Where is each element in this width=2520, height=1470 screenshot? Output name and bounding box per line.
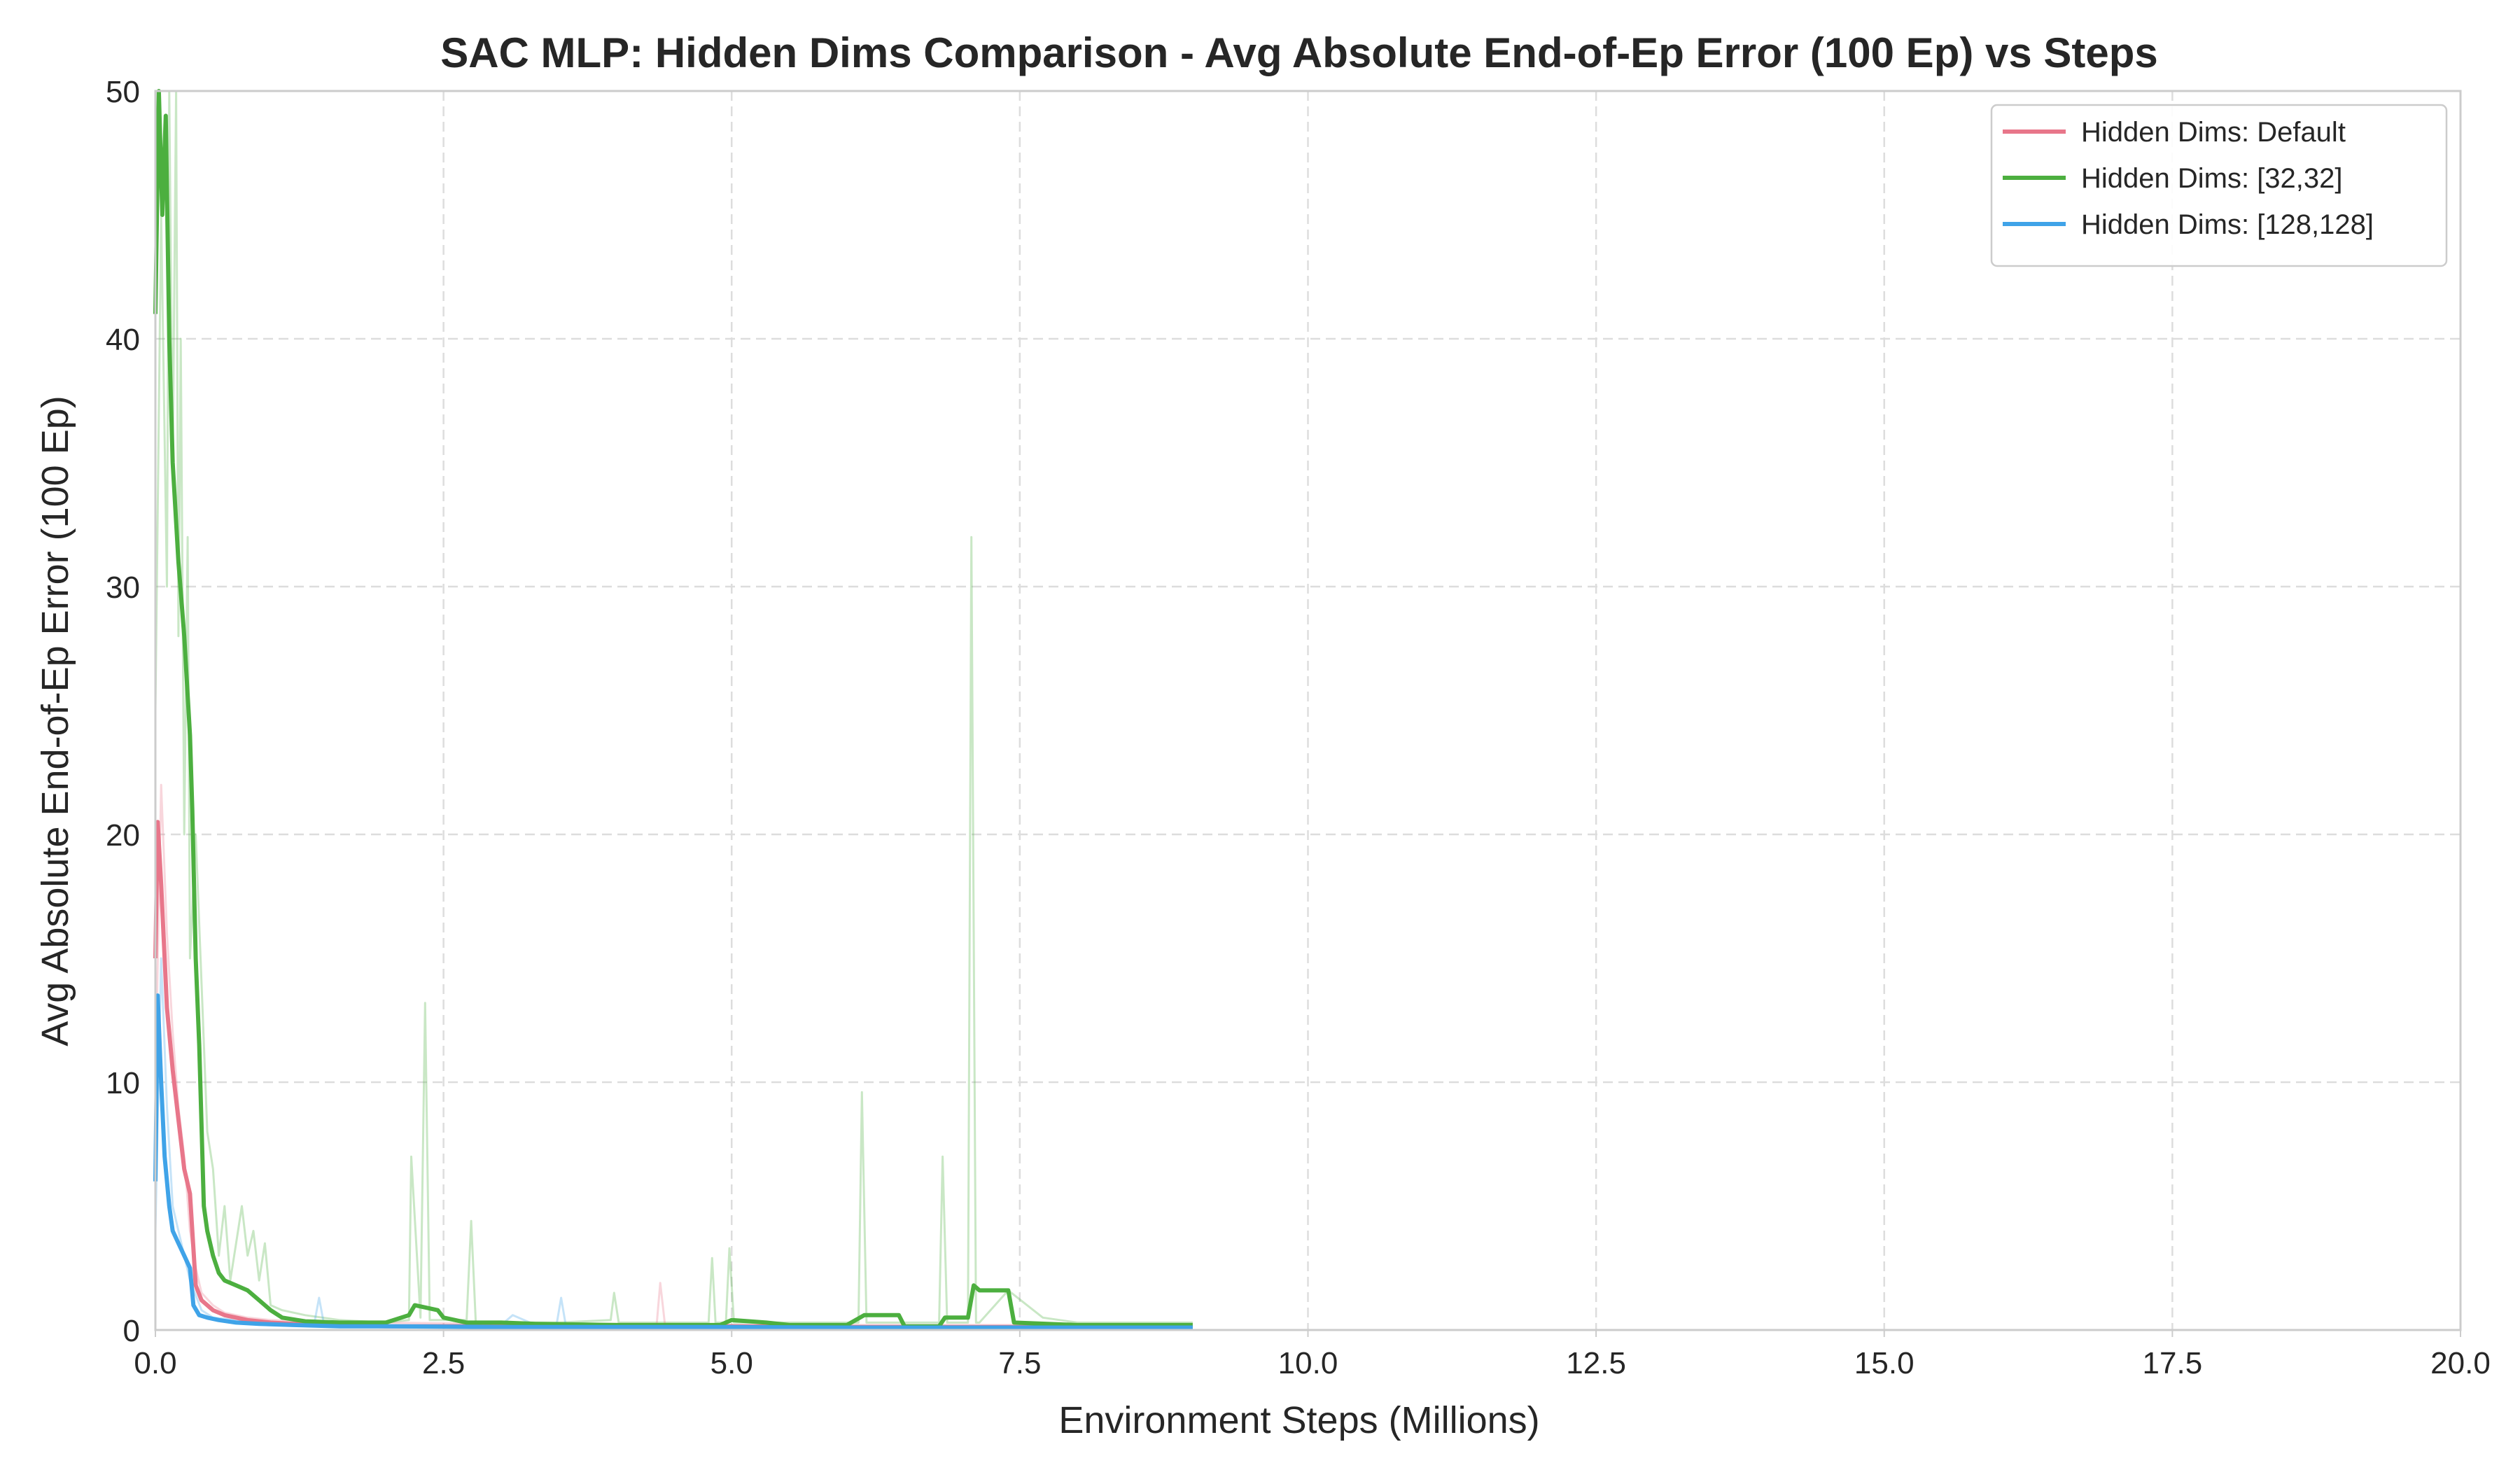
x-tick-label: 15.0	[1854, 1346, 1914, 1380]
legend-label: Hidden Dims: [32,32]	[2081, 163, 2343, 194]
legend-box	[1990, 104, 2448, 267]
x-tick-label: 20.0	[2430, 1346, 2491, 1380]
x-tick-label: 5.0	[710, 1346, 753, 1380]
y-tick-label: 50	[106, 75, 140, 109]
x-axis-ticks: 0.0 2.5 5.0 7.5 10.0 12.5 15.0 17.5 20.0	[134, 1330, 2491, 1380]
series-line-1	[153, 89, 1193, 1329]
y-tick-label: 30	[106, 570, 140, 605]
y-tick-label: 40	[106, 323, 140, 357]
raw-series-line	[154, 90, 1193, 1324]
legend-label: Hidden Dims: [128,128]	[2081, 209, 2374, 240]
series-line-2	[153, 993, 1193, 1330]
y-tick-label: 10	[106, 1066, 140, 1100]
y-axis-label: Avg Absolute End-of-Ep Error (100 Ep)	[34, 396, 76, 1046]
grid	[155, 91, 2460, 1330]
x-tick-label: 2.5	[422, 1346, 465, 1380]
x-tick-label: 17.5	[2143, 1346, 2203, 1380]
x-axis-label: Environment Steps (Millions)	[1058, 1399, 1539, 1441]
y-tick-label: 20	[106, 818, 140, 853]
legend: Hidden Dims: Default Hidden Dims: [32,32]…	[1990, 104, 2448, 267]
series-group	[153, 89, 1193, 1330]
x-tick-label: 0.0	[134, 1346, 176, 1380]
x-tick-label: 7.5	[998, 1346, 1041, 1380]
y-tick-label: 0	[123, 1314, 140, 1348]
y-axis-ticks: 0 10 20 30 40 50	[106, 75, 140, 1348]
chart-title: SAC MLP: Hidden Dims Comparison - Avg Ab…	[440, 29, 2158, 76]
x-tick-label: 10.0	[1278, 1346, 1338, 1380]
x-tick-label: 12.5	[1566, 1346, 1626, 1380]
legend-label: Hidden Dims: Default	[2081, 117, 2346, 148]
